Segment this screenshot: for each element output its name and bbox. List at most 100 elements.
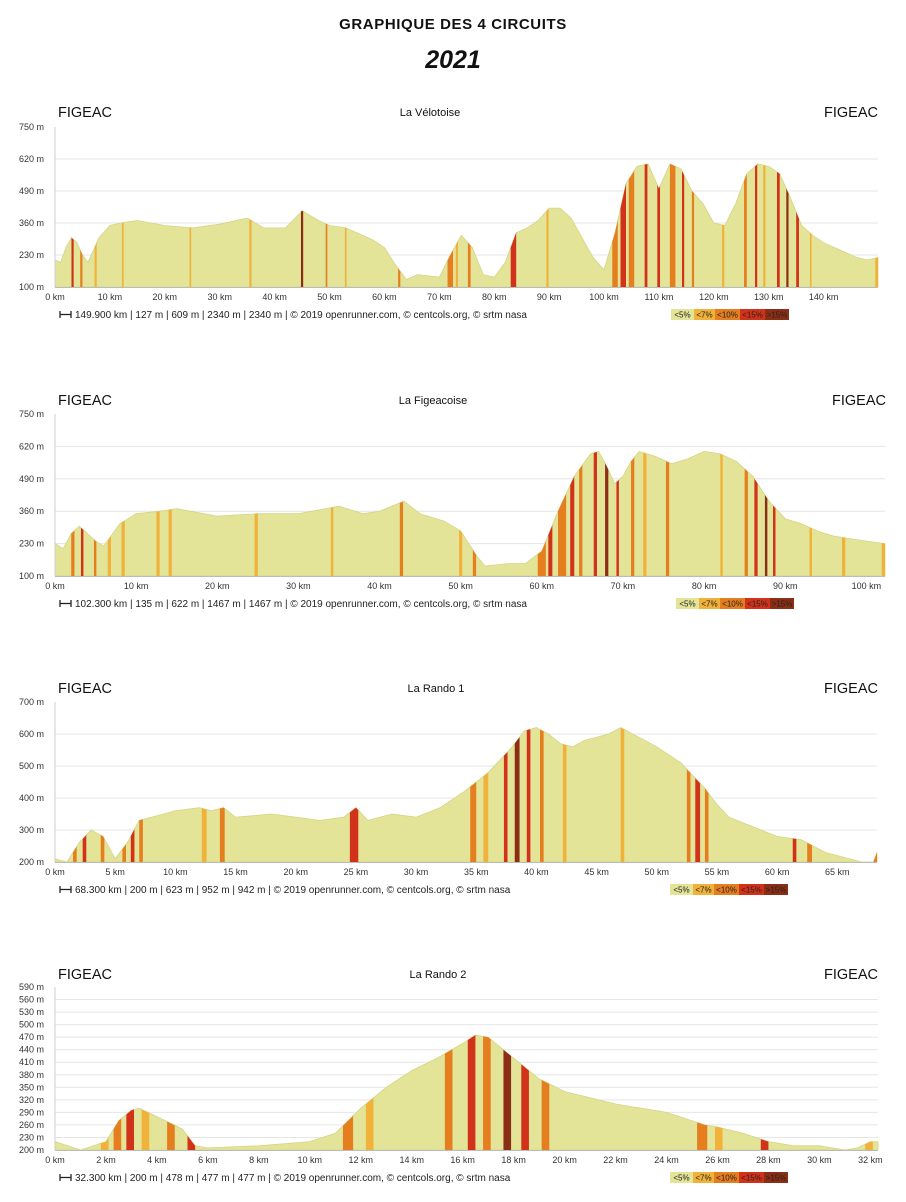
x-tick-label: 100 km: [852, 581, 882, 591]
legend-label: <15%: [742, 311, 763, 320]
grade-band: [447, 163, 454, 287]
legend-swatch: [740, 309, 765, 320]
y-tick-label: 440 m: [19, 1045, 44, 1055]
y-tick-label: 490 m: [19, 474, 44, 484]
grade-band: [562, 727, 567, 862]
elevation-chart-4: 590 m 560 m 530 m 500 m 470 m 440 m 410 m 380 m…: [19, 967, 883, 1184]
y-tick-label: 530 m: [19, 1007, 44, 1017]
x-tick-label: 60 km: [530, 581, 555, 591]
end-label: FIGEAC: [832, 393, 886, 409]
grade-band: [126, 1035, 134, 1150]
grade-band: [514, 727, 520, 862]
grade-band: [483, 727, 489, 862]
legend-swatch: [770, 598, 794, 609]
y-tick-label: 230 m: [19, 1132, 44, 1142]
grade-band: [612, 163, 618, 287]
y-tick-label: 100 m: [19, 282, 44, 292]
y-tick-label: 700 m: [19, 697, 44, 707]
stats-line: 102.300 km | 135 m | 622 m | 1467 m | 14…: [75, 599, 527, 610]
legend-swatch: [693, 884, 714, 895]
y-tick-label: 500 m: [19, 761, 44, 771]
grade-band: [122, 727, 127, 862]
legend-label: >15%: [767, 311, 788, 320]
grade-band: [754, 451, 758, 576]
grade-band: [628, 163, 635, 287]
end-label: FIGEAC: [824, 681, 878, 697]
grade-band: [459, 451, 463, 576]
x-tick-label: 4 km: [147, 1155, 167, 1165]
grade-band: [167, 1035, 175, 1150]
grade-band: [546, 163, 549, 287]
grade-band: [141, 1035, 150, 1150]
x-tick-label: 20 km: [552, 1155, 577, 1165]
y-tick-label: 290 m: [19, 1107, 44, 1117]
x-tick-label: 18 km: [501, 1155, 526, 1165]
grade-band: [467, 1035, 476, 1150]
x-tick-label: 5 km: [105, 867, 125, 877]
x-tick-label: 100 km: [589, 292, 619, 302]
x-tick-label: 50 km: [317, 292, 342, 302]
legend-label: >15%: [766, 1174, 787, 1183]
legend-swatch: [694, 309, 715, 320]
legend-swatch: [764, 884, 788, 895]
end-label: FIGEAC: [824, 105, 878, 121]
grade-band: [644, 163, 648, 287]
legend-swatch: [676, 598, 699, 609]
legend-swatch: [693, 1172, 714, 1183]
grade-band: [620, 727, 625, 862]
x-tick-label: 20 km: [205, 581, 230, 591]
grade-band: [73, 727, 77, 862]
x-tick-label: 65 km: [825, 867, 850, 877]
grade-band: [665, 451, 670, 576]
grade-band: [763, 163, 766, 287]
y-tick-label: 300 m: [19, 825, 44, 835]
grade-band: [593, 451, 597, 576]
x-tick-label: 50 km: [644, 867, 669, 877]
grade-band: [330, 451, 334, 576]
x-tick-label: 80 km: [482, 292, 507, 302]
grade-band: [470, 727, 477, 862]
grade-band: [744, 451, 748, 576]
page-title: GRAPHIQUE DES 4 CIRCUITS: [339, 16, 567, 33]
x-tick-label: 90 km: [773, 581, 798, 591]
grade-band: [548, 451, 553, 576]
y-tick-label: 600 m: [19, 729, 44, 739]
grade-band: [695, 727, 701, 862]
x-tick-label: 70 km: [427, 292, 452, 302]
grade-band: [755, 163, 758, 287]
legend-label: <7%: [696, 311, 712, 320]
x-tick-label: 0 km: [45, 292, 65, 302]
y-tick-label: 200 m: [19, 1145, 44, 1155]
grade-band: [71, 451, 75, 576]
grade-band: [130, 727, 135, 862]
grade-band: [71, 163, 74, 287]
legend-swatch: [764, 1172, 788, 1183]
y-tick-label: 590 m: [19, 982, 44, 992]
grade-band: [472, 451, 477, 576]
grade-band: [503, 1035, 512, 1150]
grade-band: [521, 1035, 529, 1150]
x-tick-label: 60 km: [765, 867, 790, 877]
x-tick-label: 10 km: [98, 292, 123, 302]
grade-band: [399, 451, 404, 576]
grade-band: [792, 727, 797, 862]
chart-title: La Rando 2: [410, 969, 467, 981]
grade-band: [669, 163, 676, 287]
legend-swatch: [739, 884, 764, 895]
grade-band: [541, 1035, 550, 1150]
grade-band: [80, 163, 83, 287]
legend-swatch: [715, 309, 740, 320]
y-tick-label: 260 m: [19, 1120, 44, 1130]
x-tick-label: 30 km: [207, 292, 232, 302]
grade-band: [773, 451, 776, 576]
grade-band: [605, 451, 609, 576]
grade-band: [722, 163, 725, 287]
grade-band: [616, 451, 619, 576]
x-tick-label: 25 km: [344, 867, 369, 877]
elevation-area: [54, 727, 878, 863]
y-tick-label: 350 m: [19, 1082, 44, 1092]
grade-band: [681, 163, 685, 287]
x-tick-label: 32 km: [858, 1155, 883, 1165]
grade-band: [349, 727, 359, 862]
